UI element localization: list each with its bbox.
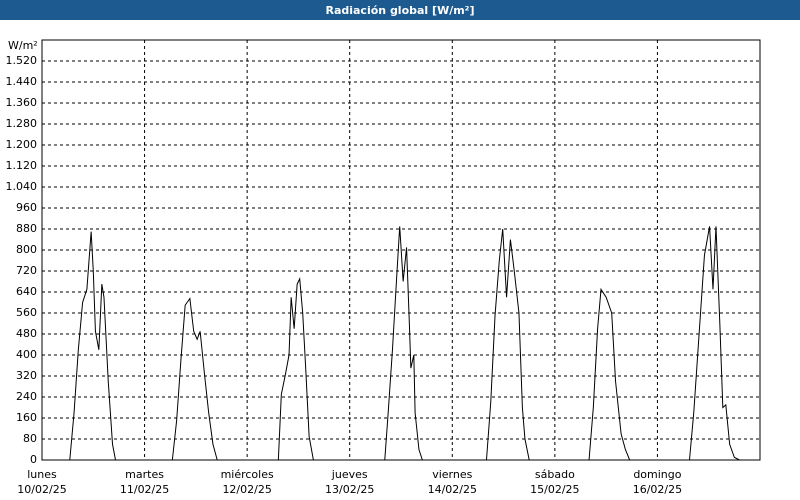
- y-tick-label: 1.520: [6, 54, 38, 67]
- x-tick-date: 15/02/25: [530, 483, 579, 496]
- x-tick-label: domingo: [633, 468, 681, 481]
- x-tick-label: miércoles: [221, 468, 274, 481]
- y-tick-label: 1.200: [6, 138, 38, 151]
- y-tick-label: 240: [16, 390, 37, 403]
- y-tick-label: 1.360: [6, 96, 38, 109]
- y-tick-label: 560: [16, 306, 37, 319]
- y-tick-label: 800: [16, 243, 37, 256]
- y-tick-label: 80: [23, 432, 37, 445]
- y-tick-label: 160: [16, 411, 37, 424]
- title-bar: [0, 0, 800, 20]
- x-tick-label: lunes: [27, 468, 57, 481]
- y-tick-label: 1.040: [6, 180, 38, 193]
- x-tick-date: 14/02/25: [428, 483, 477, 496]
- x-tick-date: 10/02/25: [17, 483, 66, 496]
- x-tick-date: 11/02/25: [120, 483, 169, 496]
- x-tick-label: martes: [125, 468, 164, 481]
- x-tick-date: 13/02/25: [325, 483, 374, 496]
- y-unit: W/m²: [8, 39, 38, 52]
- y-tick-label: 1.120: [6, 159, 38, 172]
- y-tick-label: 1.440: [6, 75, 38, 88]
- chart-title: Radiación global [W/m²]: [325, 4, 474, 17]
- x-tick-label: jueves: [331, 468, 368, 481]
- y-tick-label: 480: [16, 327, 37, 340]
- y-tick-label: 400: [16, 348, 37, 361]
- x-tick-label: viernes: [432, 468, 472, 481]
- x-tick-label: sábado: [535, 468, 575, 481]
- y-tick-label: 1.280: [6, 117, 38, 130]
- y-tick-label: 640: [16, 285, 37, 298]
- y-tick-label: 960: [16, 201, 37, 214]
- y-tick-label: 320: [16, 369, 37, 382]
- x-tick-date: 12/02/25: [222, 483, 271, 496]
- data-line: [42, 226, 760, 461]
- x-tick-date: 16/02/25: [633, 483, 682, 496]
- y-tick-label: 0: [30, 453, 37, 466]
- y-tick-label: 720: [16, 264, 37, 277]
- y-tick-label: 880: [16, 222, 37, 235]
